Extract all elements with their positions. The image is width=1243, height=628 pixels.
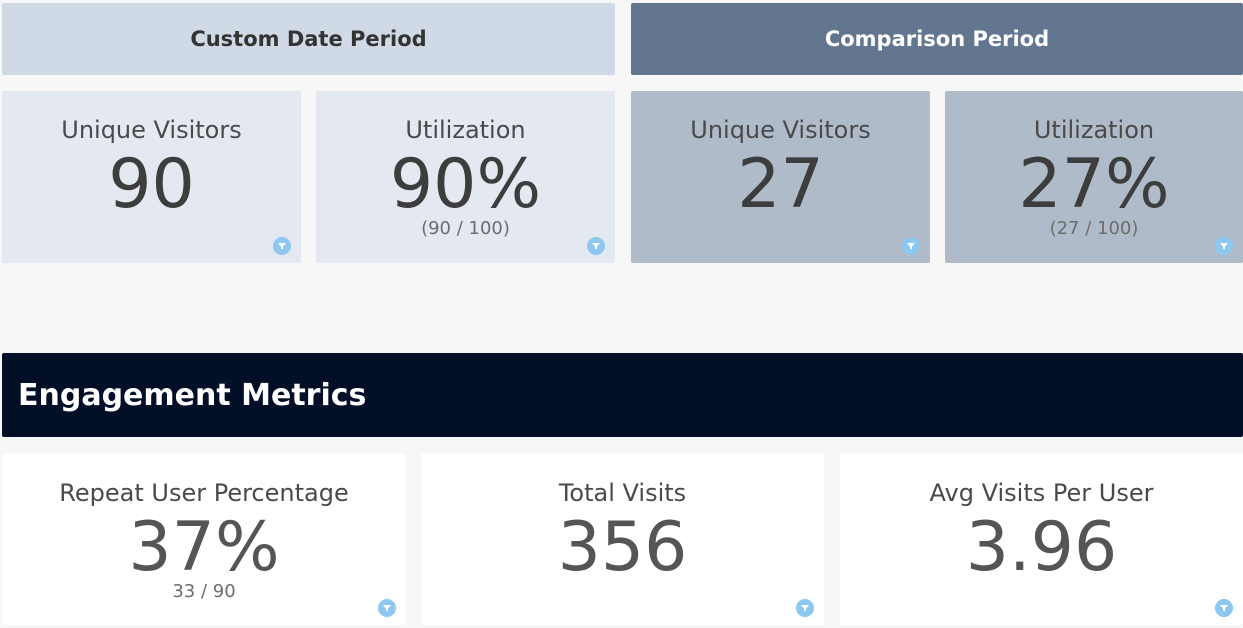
custom-unique-visitors-card: Unique Visitors 90 [2, 91, 301, 263]
custom-utilization-card: Utilization 90% (90 / 100) [316, 91, 615, 263]
card-label: Repeat User Percentage [59, 479, 349, 507]
card-detail: (27 / 100) [1049, 218, 1139, 239]
card-value: 27% [1018, 145, 1170, 224]
card-detail: 33 / 90 [172, 581, 236, 602]
engagement-metrics-header: Engagement Metrics [2, 353, 1243, 437]
custom-date-period-header: Custom Date Period [2, 3, 615, 75]
card-value: 27 [737, 145, 824, 224]
comparison-utilization-card: Utilization 27% (27 / 100) [945, 91, 1243, 263]
card-value: 356 [557, 508, 688, 587]
repeat-user-percentage-card: Repeat User Percentage 37% 33 / 90 [2, 453, 406, 625]
card-value: 37% [128, 508, 280, 587]
card-value: 3.96 [965, 508, 1118, 587]
card-label: Utilization [1033, 116, 1155, 144]
filter-icon[interactable] [587, 237, 605, 255]
card-label: Utilization [405, 116, 526, 144]
comparison-period-header: Comparison Period [631, 3, 1243, 75]
filter-icon[interactable] [902, 237, 920, 255]
filter-icon[interactable] [273, 237, 291, 255]
filter-icon[interactable] [1215, 237, 1233, 255]
filter-icon[interactable] [378, 599, 396, 617]
card-value: 90 [108, 145, 195, 224]
avg-visits-per-user-card: Avg Visits Per User 3.96 [840, 453, 1243, 625]
card-label: Avg Visits Per User [929, 479, 1154, 507]
filter-icon[interactable] [1215, 599, 1233, 617]
comparison-unique-visitors-card: Unique Visitors 27 [631, 91, 930, 263]
card-detail: (90 / 100) [421, 218, 510, 239]
card-label: Unique Visitors [61, 116, 242, 144]
total-visits-card: Total Visits 356 [421, 453, 824, 625]
card-label: Unique Visitors [690, 116, 871, 144]
card-label: Total Visits [558, 479, 687, 507]
card-value: 90% [389, 145, 542, 224]
filter-icon[interactable] [796, 599, 814, 617]
